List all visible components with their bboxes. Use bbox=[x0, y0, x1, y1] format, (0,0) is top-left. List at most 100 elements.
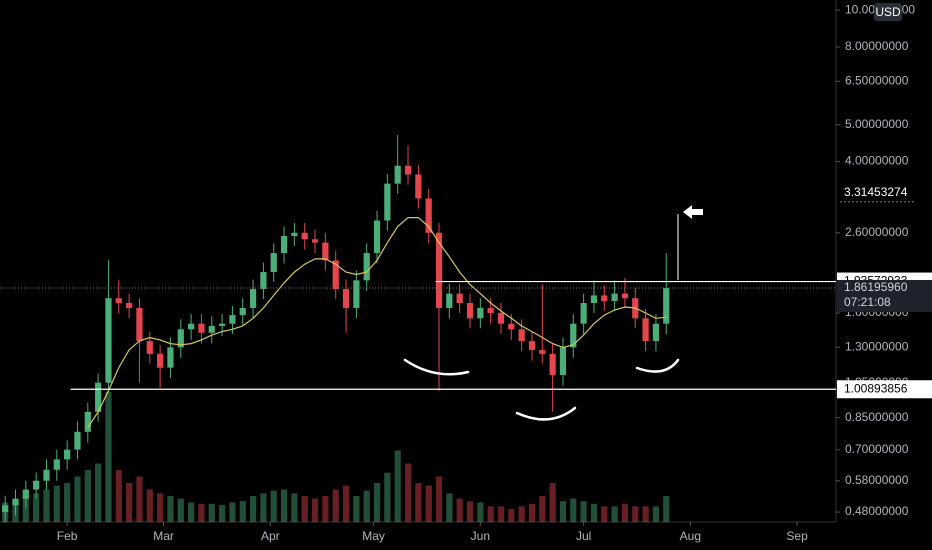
volume-bar bbox=[126, 483, 133, 522]
candle-body bbox=[508, 323, 515, 330]
volume-bar bbox=[280, 489, 288, 522]
volume-bar bbox=[249, 496, 257, 522]
annotations bbox=[403, 205, 703, 421]
x-tick-label: May bbox=[362, 529, 385, 543]
candle-body bbox=[539, 349, 546, 354]
volume-bar bbox=[33, 493, 40, 522]
volume-bar bbox=[539, 496, 546, 522]
candle-body bbox=[280, 235, 288, 254]
volume-bar bbox=[621, 503, 629, 522]
candle-body bbox=[53, 459, 60, 470]
candle-body bbox=[2, 505, 9, 513]
candle-body bbox=[601, 295, 608, 302]
candle-body bbox=[208, 325, 215, 333]
candle-body bbox=[456, 293, 463, 304]
x-tick-label: Jul bbox=[576, 529, 591, 543]
y-tick-label: 0.48000000 bbox=[845, 504, 909, 518]
volume-bar bbox=[187, 502, 195, 522]
volume-bar bbox=[53, 485, 60, 522]
volume-bar bbox=[394, 450, 401, 522]
candle-body bbox=[249, 289, 257, 308]
volume-bar bbox=[218, 505, 226, 522]
volume-bar bbox=[198, 503, 205, 522]
candle-body bbox=[435, 232, 443, 308]
volume-bar bbox=[105, 392, 112, 522]
volume-bar bbox=[291, 493, 298, 522]
x-tick-label: Apr bbox=[261, 529, 280, 543]
volume-bar bbox=[115, 470, 122, 522]
candle-body bbox=[229, 315, 236, 324]
volume-bar bbox=[322, 496, 329, 522]
volume-bar bbox=[270, 490, 277, 522]
volume-bar bbox=[508, 509, 515, 522]
candle-body bbox=[384, 183, 391, 221]
current-price-label: 1.86195960 bbox=[844, 280, 908, 294]
volume-bar bbox=[518, 506, 525, 522]
volume-bar bbox=[157, 493, 164, 522]
candle-body bbox=[549, 353, 556, 375]
volume-bar bbox=[425, 485, 432, 522]
volume-bar bbox=[487, 506, 494, 522]
volume-bar bbox=[332, 489, 339, 522]
candle-body bbox=[394, 165, 401, 184]
candle-body bbox=[425, 198, 432, 233]
candle-body bbox=[301, 232, 308, 240]
volume-bar bbox=[177, 498, 184, 522]
y-tick-label: 0.85000000 bbox=[845, 410, 909, 424]
volume-bar bbox=[22, 496, 29, 522]
y-tick-label: 1.30000000 bbox=[845, 340, 909, 354]
candle-body bbox=[353, 280, 360, 308]
volume-bar bbox=[611, 506, 618, 522]
candle-body bbox=[477, 307, 484, 319]
candle-body bbox=[260, 272, 267, 290]
volume-bar bbox=[208, 503, 215, 522]
level-label-box bbox=[837, 183, 932, 202]
candle-body bbox=[64, 449, 71, 460]
candle-body bbox=[322, 242, 329, 261]
candle-body bbox=[239, 307, 246, 316]
volume-bar bbox=[642, 506, 649, 522]
volume-bar bbox=[239, 501, 246, 522]
candle-body bbox=[466, 303, 474, 319]
volume-bar bbox=[663, 496, 670, 522]
volume-bar bbox=[549, 483, 556, 522]
candle-body bbox=[652, 323, 660, 342]
y-tick-label: 0.70000000 bbox=[845, 442, 909, 456]
y-tick-label: 5.00000000 bbox=[845, 117, 909, 131]
candle-body bbox=[105, 298, 112, 383]
volume-bar bbox=[64, 483, 71, 522]
volume-bar bbox=[136, 476, 143, 522]
volume-bar bbox=[342, 485, 350, 522]
level-label: 3.31453274 bbox=[844, 185, 908, 199]
volume-bar bbox=[353, 496, 360, 522]
volume-bar bbox=[415, 483, 422, 522]
candle-body bbox=[291, 232, 298, 236]
x-tick-label: Mar bbox=[153, 529, 174, 543]
candle-body bbox=[126, 303, 133, 308]
candle-body bbox=[95, 382, 102, 412]
candle-body bbox=[22, 489, 29, 499]
volume-bar bbox=[167, 496, 174, 522]
candle-body bbox=[146, 341, 153, 354]
candle-body bbox=[115, 298, 122, 304]
candle-body bbox=[446, 293, 453, 308]
candle-body bbox=[12, 498, 19, 506]
candle-body bbox=[621, 293, 629, 299]
shoulder-curve bbox=[635, 358, 680, 373]
axes bbox=[0, 0, 840, 526]
candle-body bbox=[43, 469, 50, 481]
volume-bar bbox=[528, 503, 536, 522]
candle-body bbox=[663, 288, 670, 324]
volume-bar bbox=[384, 472, 391, 522]
x-tick-label: Feb bbox=[57, 529, 78, 543]
y-tick-label: 0.58000000 bbox=[845, 473, 909, 487]
volume-bar bbox=[43, 489, 50, 522]
volume-bar bbox=[652, 506, 660, 522]
y-tick-label: 6.50000000 bbox=[845, 73, 909, 87]
level-label-box bbox=[837, 380, 932, 399]
volume-bar bbox=[590, 503, 598, 522]
candle-body bbox=[518, 329, 525, 342]
x-tick-label: Sep bbox=[786, 529, 808, 543]
candle-body bbox=[415, 174, 422, 199]
